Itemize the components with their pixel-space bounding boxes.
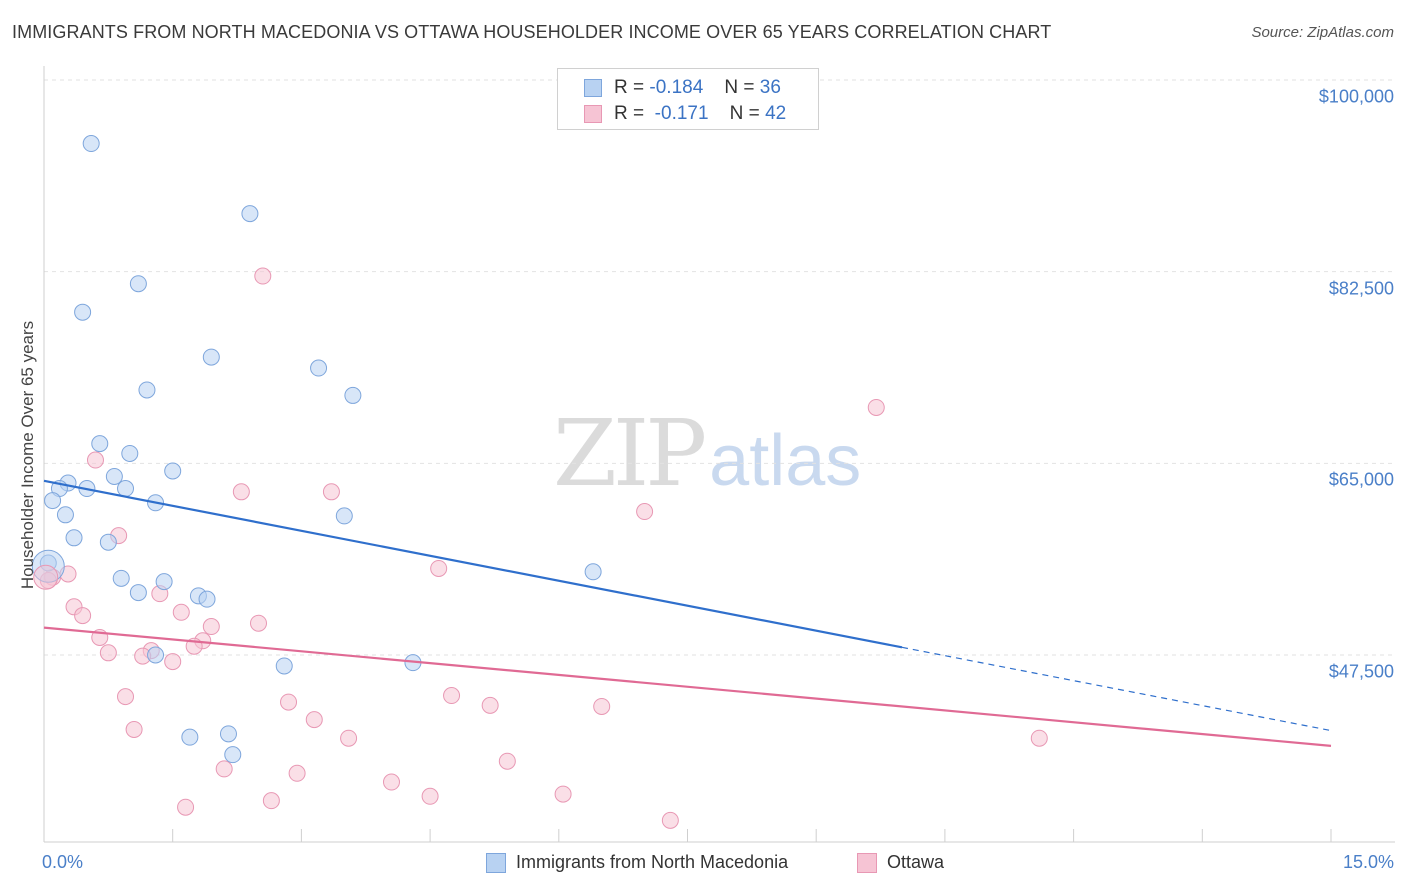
stats-r-label: R =: [614, 77, 645, 98]
macedonia-point: [275, 657, 293, 675]
blue-swatch: [584, 79, 602, 97]
ottawa-point: [593, 697, 611, 715]
ottawa-point: [215, 760, 233, 778]
y-tick-label: $65,000: [1328, 469, 1394, 490]
pink-swatch: [584, 105, 602, 123]
ottawa-point: [262, 792, 280, 810]
ottawa-point: [288, 764, 306, 782]
macedonia-point: [310, 359, 328, 377]
ottawa-point: [867, 398, 885, 416]
stats-n-label: N =: [724, 77, 755, 98]
macedonia-point: [147, 646, 165, 664]
ottawa-point: [1030, 729, 1048, 747]
macedonia-point: [91, 435, 109, 453]
ottawa-point: [498, 752, 516, 770]
ottawa-point: [86, 451, 104, 469]
macedonia-point: [121, 444, 139, 462]
legend-blue-swatch: [486, 852, 506, 873]
ottawa-point: [340, 729, 358, 747]
ottawa-cluster-point: [33, 564, 59, 590]
macedonia-point: [224, 746, 242, 764]
macedonia-point: [181, 728, 199, 746]
macedonia-point: [112, 569, 130, 587]
macedonia-point: [56, 506, 74, 524]
ottawa-point: [254, 267, 272, 285]
legend-item-immigrants[interactable]: Immigrants from North Macedonia: [486, 852, 788, 873]
macedonia-point: [99, 533, 117, 551]
macedonia-point: [44, 492, 62, 510]
ottawa-point: [117, 688, 135, 706]
source-label: Source: ZipAtlas.com: [1251, 24, 1394, 41]
bottom-legend: Immigrants from North Macedonia Ottawa: [0, 852, 1406, 878]
ottawa-point: [322, 483, 340, 501]
ottawa-point: [554, 785, 572, 803]
ottawa-point: [164, 653, 182, 671]
ottawa-point: [421, 787, 439, 805]
macedonia-point: [219, 725, 237, 743]
legend-pink-swatch: [857, 852, 877, 873]
chart-title: IMMIGRANTS FROM NORTH MACEDONIA VS OTTAW…: [12, 22, 1052, 42]
macedonia-point: [105, 467, 123, 485]
stats-r-label: R =: [614, 103, 645, 124]
ottawa-point: [250, 614, 267, 632]
ottawa-point: [481, 696, 499, 714]
stats-n-value: 42: [765, 103, 787, 124]
stats-n-label: N =: [729, 103, 760, 124]
macedonia-trend-extension: [901, 646, 1332, 732]
macedonia-point: [117, 480, 135, 498]
macedonia-point: [82, 135, 100, 153]
macedonia-point: [138, 381, 156, 399]
stats-r-value: -0.171: [654, 103, 709, 124]
stats-legend: R = -0.184 N = 36 R = -0.171 N = 42: [557, 68, 819, 130]
ottawa-point: [280, 693, 298, 711]
ottawa-point: [177, 798, 195, 816]
y-axis-title: Householder Income Over 65 years: [18, 320, 37, 590]
y-tick-label: $100,000: [1318, 86, 1394, 107]
stats-row-blue: R = -0.184 N = 36: [584, 76, 781, 100]
ottawa-point: [382, 773, 400, 791]
macedonia-trend-line: [43, 479, 903, 649]
ottawa-point: [661, 811, 679, 829]
macedonia-point: [241, 205, 259, 223]
macedonia-point: [129, 275, 147, 293]
legend-label: Ottawa: [887, 852, 945, 872]
legend-item-ottawa[interactable]: Ottawa: [857, 852, 944, 873]
ottawa-point: [232, 483, 250, 501]
ottawa-point: [99, 644, 117, 662]
macedonia-point: [164, 462, 182, 480]
ottawa-point: [636, 503, 654, 521]
stats-n-value: 36: [759, 77, 781, 98]
ottawa-point: [74, 607, 92, 625]
macedonia-point: [584, 563, 602, 581]
ottawa-point: [443, 687, 461, 705]
y-tick-label: $47,500: [1328, 661, 1394, 682]
macedonia-point: [65, 529, 83, 547]
ottawa-point: [125, 720, 143, 738]
ottawa-point: [202, 618, 220, 636]
ottawa-point: [430, 559, 448, 577]
ottawa-point: [172, 603, 190, 621]
x-tick-label-min: 0.0%: [42, 852, 84, 872]
macedonia-point: [344, 386, 362, 404]
macedonia-point: [335, 507, 353, 525]
macedonia-point: [74, 303, 92, 321]
ottawa-trend-line: [43, 626, 1332, 748]
macedonia-point: [155, 573, 173, 591]
macedonia-point: [198, 590, 216, 608]
macedonia-point: [129, 584, 147, 602]
ottawa-point: [305, 711, 323, 729]
legend-label: Immigrants from North Macedonia: [516, 852, 789, 872]
x-tick-label-max: 15.0%: [1342, 852, 1394, 872]
macedonia-point: [202, 348, 220, 366]
y-tick-label: $82,500: [1328, 278, 1394, 299]
stats-row-pink: R = -0.171 N = 42: [584, 102, 786, 126]
stats-r-value: -0.184: [649, 77, 704, 98]
